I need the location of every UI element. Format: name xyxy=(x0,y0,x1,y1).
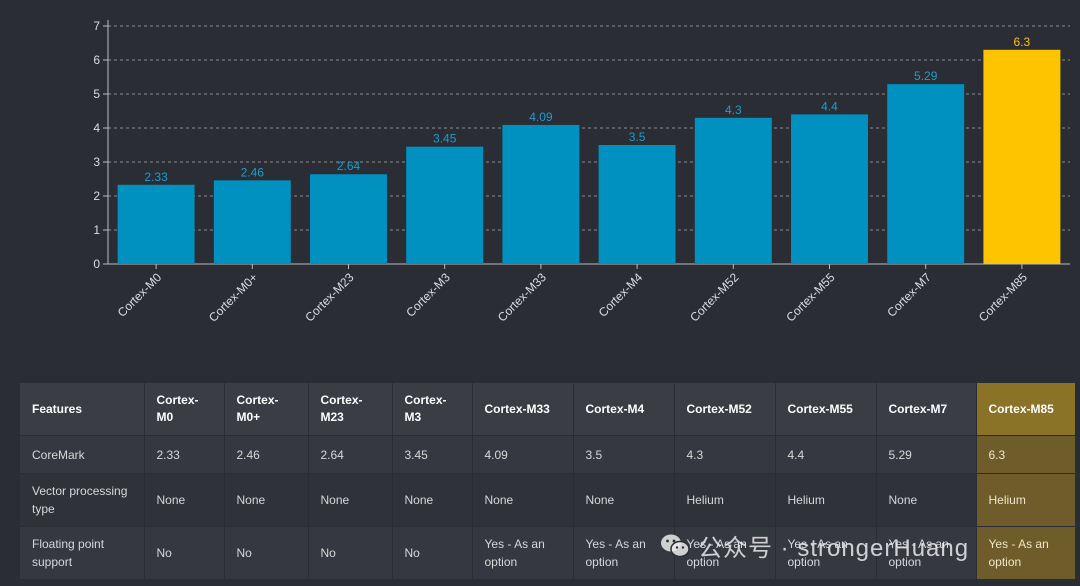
table-cell: None xyxy=(144,473,225,527)
table-row-label: CoreMark xyxy=(20,435,145,474)
table-cell: No xyxy=(224,526,309,580)
table-cell: 4.09 xyxy=(472,435,574,474)
table-header-cell: Cortex-M4 xyxy=(573,383,675,436)
table-row-label: Vector processing type xyxy=(20,473,145,527)
table-cell: None xyxy=(392,473,473,527)
table-header-cell: Cortex-M23 xyxy=(308,383,393,436)
bar-value-label: 3.5 xyxy=(629,130,646,144)
table-cell: None xyxy=(876,473,977,527)
table-cell: Helium xyxy=(775,473,877,527)
table-header-cell: Cortex-M0 xyxy=(144,383,225,436)
table-cell: Yes - As an option xyxy=(573,526,675,580)
table-header-cell: Cortex-M33 xyxy=(472,383,574,436)
y-tick-label: 7 xyxy=(93,19,100,33)
x-tick-label: Cortex-M4 xyxy=(596,270,646,320)
bar-value-label: 2.64 xyxy=(337,159,361,173)
table-cell: 3.5 xyxy=(573,435,675,474)
table-cell: Yes - As an option xyxy=(876,526,977,580)
y-tick-label: 4 xyxy=(93,121,100,135)
x-tick-label: Cortex-M3 xyxy=(403,270,453,320)
table-header-cell: Cortex-M85 xyxy=(976,383,1076,436)
y-tick-label: 6 xyxy=(93,53,100,67)
x-tick-label: Cortex-M7 xyxy=(884,270,934,320)
table-cell: 3.45 xyxy=(392,435,473,474)
table-header-cell: Cortex-M0+ xyxy=(224,383,309,436)
bar-value-label: 2.33 xyxy=(144,170,168,184)
bar-value-label: 4.09 xyxy=(529,110,553,124)
table-header-cell: Cortex-M55 xyxy=(775,383,877,436)
table-cell: None xyxy=(308,473,393,527)
x-tick-label: Cortex-M0+ xyxy=(206,270,260,324)
bar-cortex-m85 xyxy=(983,49,1061,264)
table-header-row: Features Cortex-M0 Cortex-M0+ Cortex-M23 Cor… xyxy=(20,383,1076,436)
feature-comparison-table: Features Cortex-M0 Cortex-M0+ Cortex-M23 Cor… xyxy=(20,383,1076,580)
bar-cortex-m33 xyxy=(502,124,580,264)
coremark-bar-chart: 0 1 2 3 4 5 6 7 2.33 Cortex-M0 2.46 Cortex-M0+ 2.64 C… xyxy=(93,19,1070,325)
table-cell: 5.29 xyxy=(876,435,977,474)
x-tick-label: Cortex-M55 xyxy=(783,270,837,324)
table-cell: No xyxy=(308,526,393,580)
table-cell: 6.3 xyxy=(976,435,1076,474)
y-tick-label: 1 xyxy=(93,223,100,237)
table-cell: 2.46 xyxy=(224,435,309,474)
x-tick-label: Cortex-M85 xyxy=(976,270,1030,324)
bar-cortex-m52 xyxy=(694,117,772,264)
x-tick-label: Cortex-M33 xyxy=(495,270,549,324)
bar-cortex-m23 xyxy=(310,174,387,264)
table-cell: Helium xyxy=(976,473,1076,527)
bar-cortex-m7 xyxy=(887,84,965,264)
bar-cortex-m4 xyxy=(598,145,676,264)
table-header-cell: Features xyxy=(20,383,145,436)
x-tick-label: Cortex-M23 xyxy=(302,270,356,324)
bar-value-label: 4.4 xyxy=(821,99,838,113)
table-cell: None xyxy=(472,473,574,527)
y-tick-label: 3 xyxy=(93,155,100,169)
bar-value-label: 6.3 xyxy=(1014,35,1031,49)
bar-value-label: 4.3 xyxy=(725,103,742,117)
x-tick-label: Cortex-M0 xyxy=(115,270,165,320)
table-row: CoreMark 2.33 2.46 2.64 3.45 4.09 3.5 4.3 4.4 5.2… xyxy=(20,435,1076,474)
y-tick-label: 5 xyxy=(93,87,100,101)
table-row: Vector processing type None None None None No… xyxy=(20,473,1076,527)
bar-cortex-m0 xyxy=(117,184,195,264)
bar-value-label: 2.46 xyxy=(241,165,265,179)
table-header-cell: Cortex-M7 xyxy=(876,383,977,436)
table-header-cell: Cortex-M52 xyxy=(674,383,776,436)
table-cell: 4.3 xyxy=(674,435,776,474)
bar-cortex-m55 xyxy=(791,114,868,265)
bar-cortex-m0plus xyxy=(213,180,291,264)
y-tick-label: 2 xyxy=(93,189,100,203)
table-cell: No xyxy=(144,526,225,580)
table-row-label: Floating point support xyxy=(20,526,145,580)
table-cell: Helium xyxy=(674,473,776,527)
table-cell: Yes - As an option xyxy=(976,526,1076,580)
table-row: Floating point support No No No No Yes - As a… xyxy=(20,526,1076,580)
bar-value-label: 3.45 xyxy=(433,132,457,146)
table-cell: 4.4 xyxy=(775,435,877,474)
bar-cortex-m3 xyxy=(406,146,484,264)
y-tick-label: 0 xyxy=(93,257,100,271)
table-cell: Yes - As an option xyxy=(472,526,574,580)
table-cell: 2.33 xyxy=(144,435,225,474)
table-cell: None xyxy=(573,473,675,527)
table-cell: No xyxy=(392,526,473,580)
table-cell: Yes - As an option xyxy=(775,526,877,580)
table-header-cell: Cortex-M3 xyxy=(392,383,473,436)
table-cell: Yes - As an option xyxy=(674,526,776,580)
table-cell: 2.64 xyxy=(308,435,393,474)
bar-value-label: 5.29 xyxy=(914,69,938,83)
table-cell: None xyxy=(224,473,309,527)
x-tick-label: Cortex-M52 xyxy=(687,270,741,324)
